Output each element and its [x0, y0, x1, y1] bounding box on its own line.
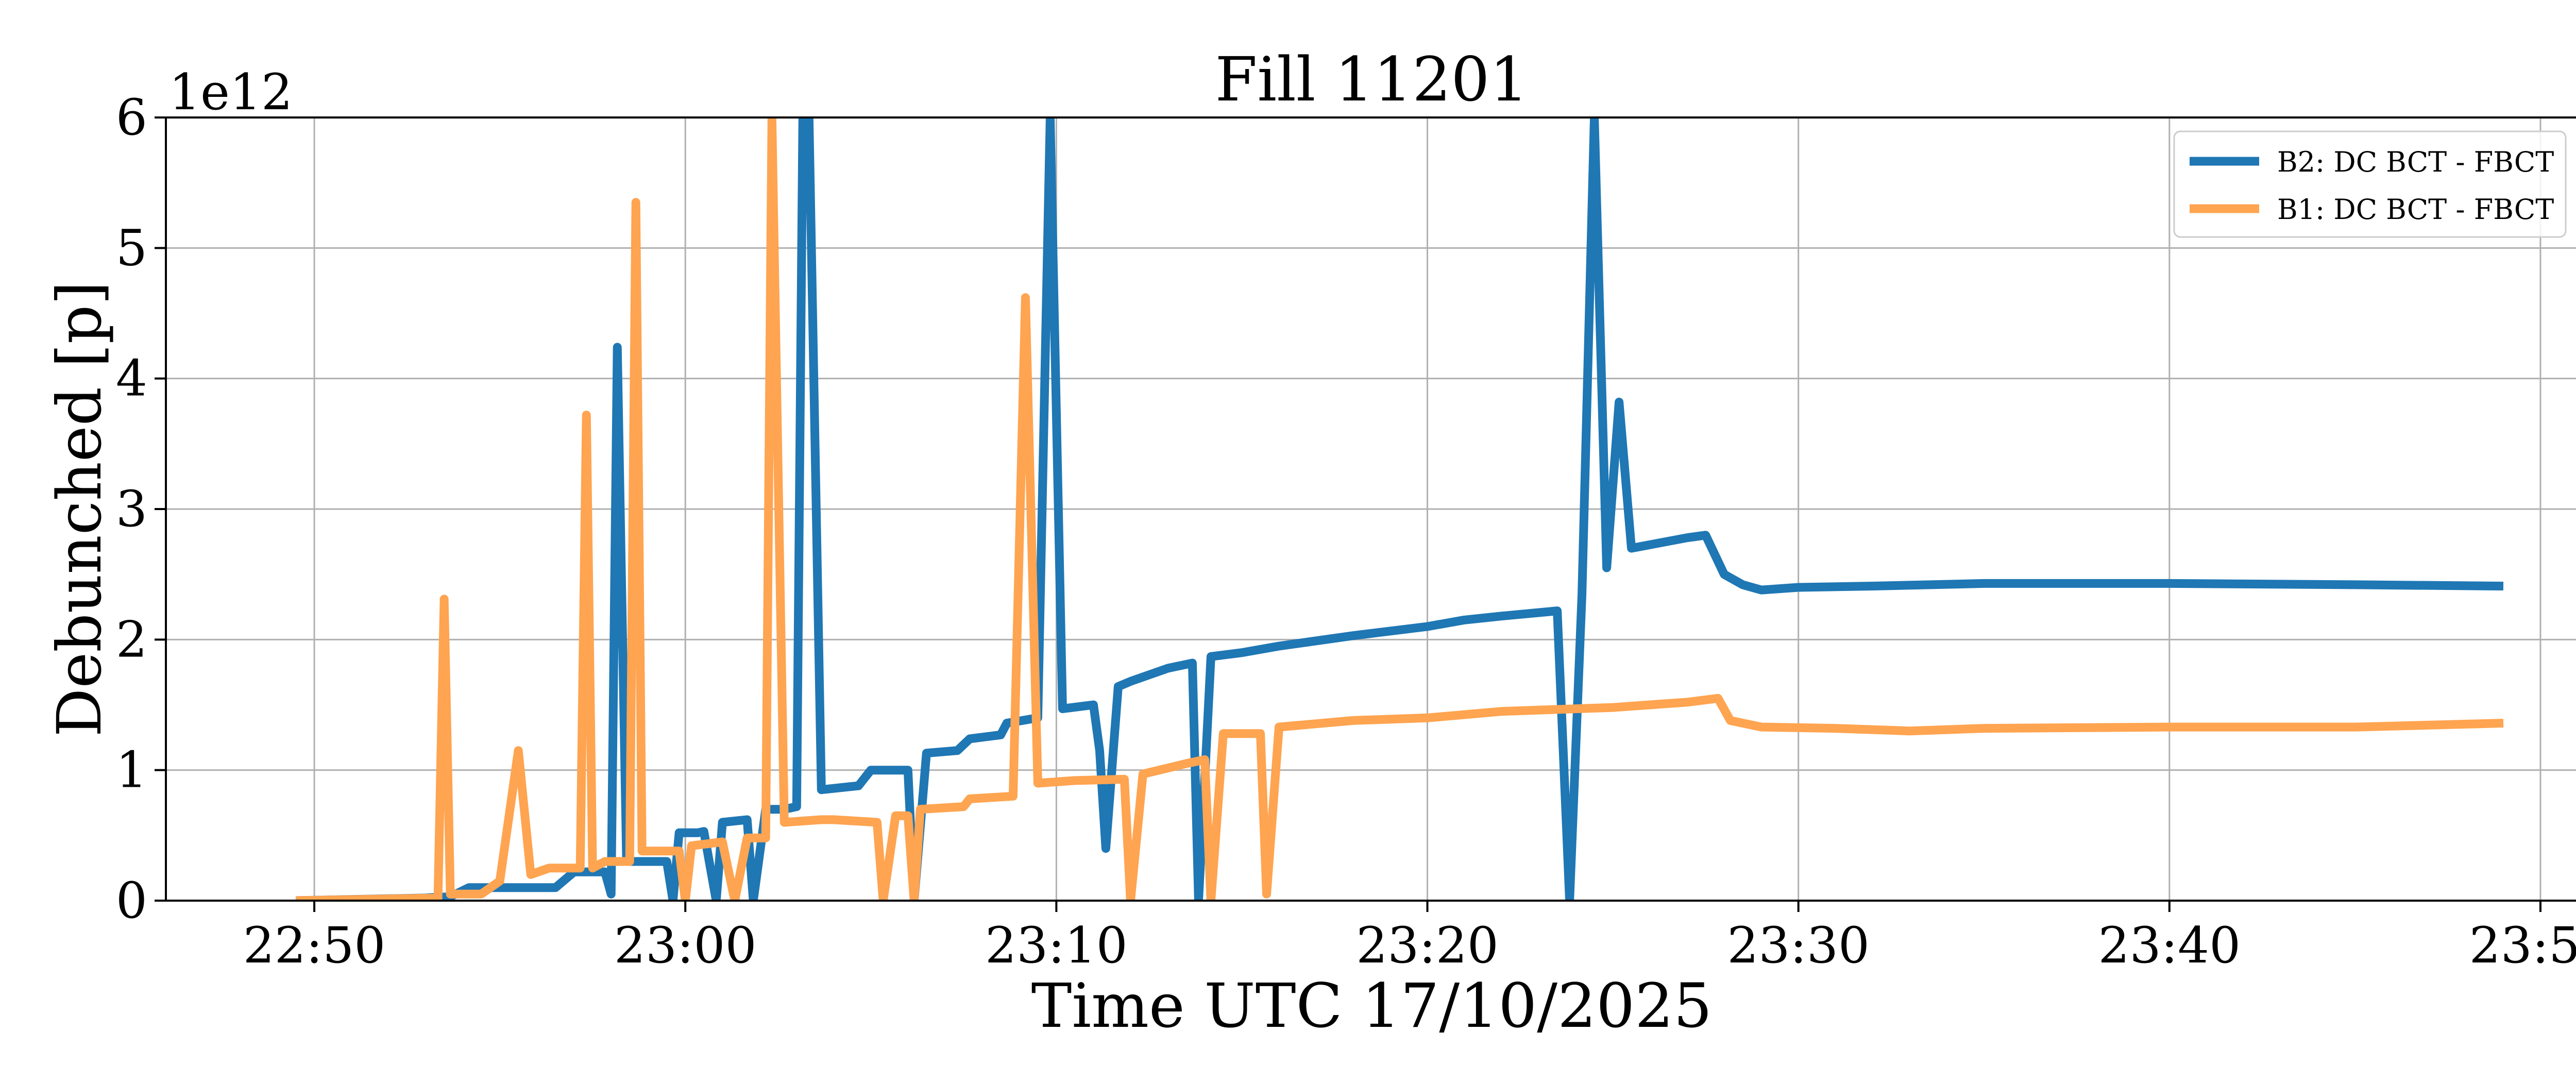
x-tick-label: 23:30: [1727, 917, 1870, 974]
legend: B2: DC BCT - FBCT B1: DC BCT - FBCT: [2173, 130, 2567, 238]
y-tick-label: 6: [116, 89, 147, 146]
legend-label: B2: DC BCT - FBCT: [2277, 146, 2554, 178]
y-axis-offset-label: 1e12: [169, 63, 293, 121]
legend-label: B1: DC BCT - FBCT: [2277, 193, 2554, 226]
x-tick-label: 22:50: [243, 917, 386, 974]
y-tick-label: 1: [116, 741, 147, 799]
y-tick-label: 5: [116, 219, 147, 277]
ticks: 22:50 23:00 23:10 23:20 23:30 23:40 23:50 0 1 2 3 4…: [116, 89, 2576, 974]
series-line-b1: [295, 117, 2504, 901]
y-axis-label: Debunched [p]: [44, 281, 115, 737]
legend-box: [2173, 130, 2567, 238]
y-tick-label: 3: [116, 480, 147, 538]
x-tick-label: 23:20: [1356, 917, 1499, 974]
y-tick-label: 4: [116, 350, 147, 408]
series-layer: [295, 117, 2504, 901]
y-tick-label: 2: [116, 611, 147, 668]
series-line-b2: [295, 117, 2504, 901]
x-tick-label: 23:10: [985, 917, 1128, 974]
x-axis-label: Time UTC 17/10/2025: [1031, 970, 1713, 1041]
x-tick-label: 23:50: [2469, 917, 2576, 974]
x-tick-label: 23:40: [2098, 917, 2241, 974]
chart-title: Fill 11201: [1215, 44, 1529, 115]
x-tick-label: 23:00: [614, 917, 757, 974]
y-tick-label: 0: [116, 872, 147, 929]
